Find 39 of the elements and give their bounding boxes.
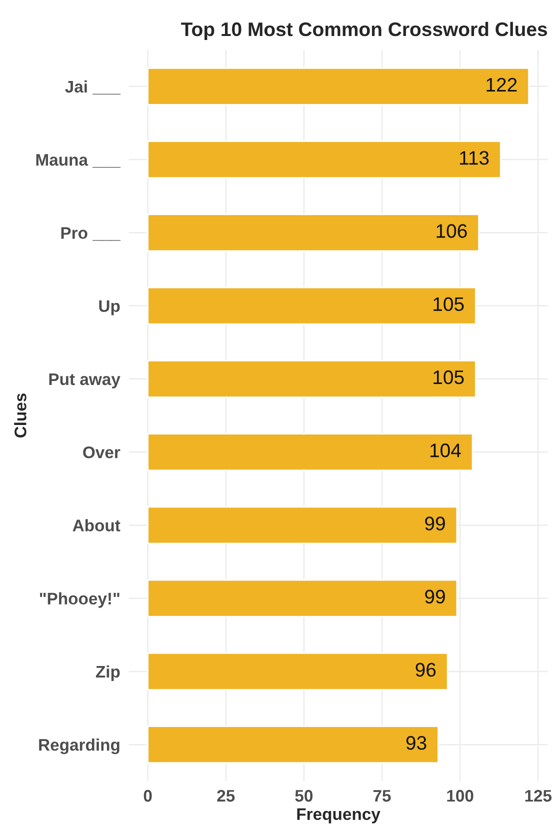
data-label: 104 [430, 444, 461, 458]
y-tick-label: Over [83, 446, 120, 458]
data-label: 99 [425, 590, 445, 604]
y-tick-label: Jai ___ [65, 80, 121, 94]
x-tick-label: 100 [447, 790, 474, 802]
bar [147, 433, 474, 472]
y-axis-title: Clues [14, 393, 26, 438]
x-tick-label: 0 [144, 790, 152, 802]
y-tick-label: Up [99, 300, 120, 316]
data-label: 99 [425, 516, 445, 530]
x-tick-label: 75 [373, 790, 391, 802]
data-label: 105 [434, 370, 464, 384]
bar [147, 360, 476, 398]
data-label: 113 [460, 151, 489, 165]
bar [147, 652, 448, 690]
bar [147, 140, 502, 179]
y-tick-label: Regarding [39, 738, 120, 754]
bar [147, 506, 458, 544]
data-label: 96 [416, 662, 436, 677]
data-label: 122 [486, 78, 517, 92]
y-tick-label: "Phooey!" [40, 592, 120, 608]
bar [147, 67, 530, 106]
bar [147, 286, 476, 325]
x-tick-label: 50 [295, 790, 313, 802]
data-label: 105 [434, 297, 464, 312]
y-tick-label: Put away [49, 374, 120, 388]
y-tick-label: Zip [96, 665, 120, 681]
data-label: 93 [406, 736, 426, 750]
chart-title: Top 10 Most Common Crossword Clues [181, 22, 548, 40]
y-tick-label: Pro ___ [61, 227, 121, 241]
x-tick-label: 125 [525, 790, 552, 802]
bar [147, 214, 480, 252]
x-axis-title: Frequency [297, 808, 380, 824]
bar [147, 726, 439, 764]
data-label: 106 [436, 224, 467, 238]
x-tick-label: 25 [217, 790, 235, 802]
bar [147, 579, 458, 618]
y-tick-label: About [72, 519, 120, 532]
y-tick-label: Mauna ___ [36, 154, 121, 168]
